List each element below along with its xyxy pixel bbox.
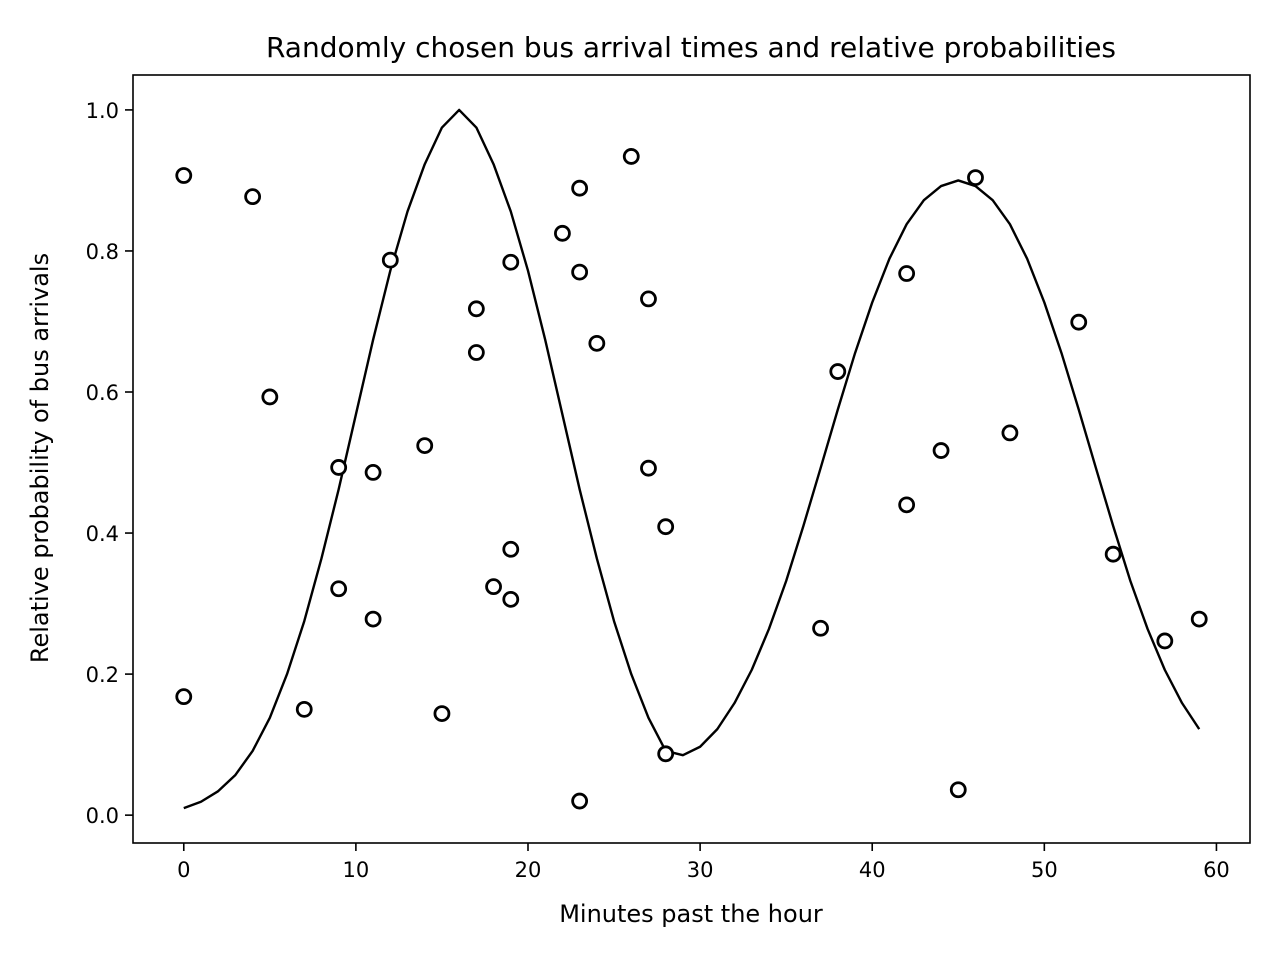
chart-title: Randomly chosen bus arrival times and re…: [266, 31, 1116, 64]
x-tick-label: 50: [1031, 858, 1058, 882]
y-tick-label: 1.0: [86, 99, 119, 123]
data-point-39: [1156, 632, 1174, 650]
data-point-2: [175, 688, 193, 706]
data-point-6: [330, 459, 348, 476]
data-point-38: [1104, 545, 1122, 563]
data-point-36: [1001, 424, 1019, 442]
y-axis-ticks: 0.0 0.2 0.4 0.6 0.8 1.0: [86, 99, 133, 828]
y-tick-label: 0.0: [86, 804, 119, 828]
data-point-14: [467, 344, 485, 361]
data-point-13: [467, 300, 485, 318]
y-tick-label: 0.8: [86, 240, 119, 264]
x-tick-label: 30: [687, 858, 714, 882]
y-tick-label: 0.4: [86, 522, 119, 546]
y-axis-label: Relative probability of bus arrivals: [26, 253, 54, 663]
probability-curve: [183, 108, 1201, 810]
data-point-10: [381, 251, 399, 269]
data-point-7: [330, 580, 348, 598]
x-axis-label: Minutes past the hour: [559, 900, 823, 928]
plot-area: [175, 108, 1208, 810]
data-point-8: [364, 463, 382, 481]
data-point-31: [898, 265, 916, 282]
data-point-30: [829, 363, 847, 380]
data-point-4: [261, 388, 279, 406]
data-point-40: [1190, 610, 1208, 628]
y-tick-label: 0.2: [86, 663, 119, 687]
data-point-23: [588, 334, 606, 352]
data-point-29: [812, 619, 829, 637]
data-point-20: [571, 179, 589, 197]
data-point-15: [485, 578, 502, 596]
data-point-35: [967, 169, 984, 187]
data-point-34: [949, 781, 967, 799]
data-point-16: [502, 253, 520, 271]
x-tick-label: 60: [1203, 858, 1230, 882]
data-point-32: [898, 496, 916, 514]
data-point-33: [932, 442, 950, 459]
data-point-3: [244, 188, 262, 206]
x-tick-label: 0: [177, 858, 190, 882]
data-point-17: [502, 540, 520, 558]
x-tick-label: 20: [515, 858, 542, 882]
data-point-9: [364, 610, 382, 628]
data-point-5: [295, 700, 313, 718]
data-point-25: [640, 290, 657, 308]
x-tick-label: 40: [859, 858, 886, 882]
data-point-18: [502, 590, 520, 608]
data-point-27: [657, 518, 675, 536]
axes-frame: [132, 74, 1251, 844]
data-point-24: [622, 148, 640, 165]
x-axis-ticks: 0 10 20 30 40 50 60: [177, 843, 1230, 882]
data-point-22: [571, 792, 589, 810]
data-point-12: [433, 705, 451, 722]
y-tick-label: 0.6: [86, 381, 119, 405]
data-point-28: [657, 745, 675, 763]
data-point-26: [640, 459, 657, 477]
data-point-37: [1070, 313, 1088, 331]
data-point-1: [175, 167, 193, 184]
data-point-11: [416, 437, 434, 455]
x-tick-label: 10: [343, 858, 370, 882]
data-point-19: [554, 224, 571, 242]
data-point-21: [571, 263, 589, 281]
